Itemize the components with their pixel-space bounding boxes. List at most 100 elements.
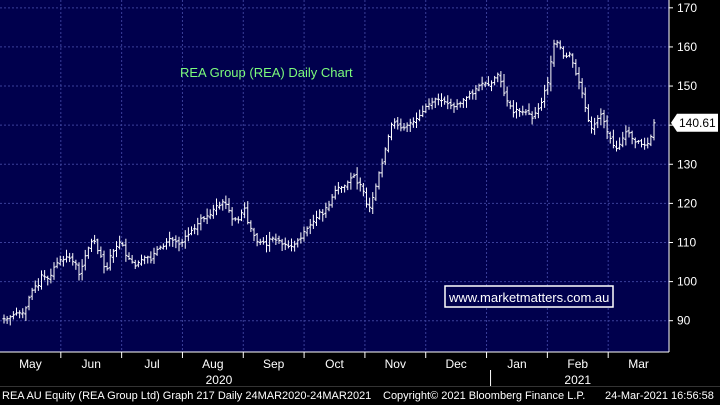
ohlc-bar (139, 254, 144, 266)
ohlc-bar (161, 243, 165, 250)
ohlc-bar (52, 262, 56, 280)
ohlc-bar (208, 209, 212, 220)
ohlc-bar (180, 238, 184, 248)
ohlc-bar (408, 118, 412, 132)
ohlc-bar (474, 85, 478, 100)
x-month-label: Aug (202, 357, 223, 371)
ohlc-bar (377, 171, 381, 190)
ohlc-bar (371, 192, 375, 215)
ohlc-bar (533, 107, 537, 120)
ohlc-bar (71, 253, 75, 266)
ohlc-bar (133, 259, 137, 269)
watermark-text: www.marketmatters.com.au (448, 290, 609, 305)
right-axis-background (669, 0, 720, 352)
ohlc-bar (336, 182, 340, 195)
ohlc-bar (461, 97, 465, 109)
ohlc-bar (302, 226, 306, 242)
ohlc-bar (496, 72, 500, 83)
ohlc-bar (33, 280, 37, 293)
ohlc-bar (264, 234, 269, 253)
ohlc-bar (77, 262, 81, 281)
ohlc-bar (39, 270, 44, 290)
ohlc-bar (527, 103, 531, 115)
ohlc-bar (296, 238, 300, 248)
y-tick-label: 170 (677, 1, 697, 15)
ohlc-bar (174, 235, 178, 249)
ohlc-bar (502, 74, 506, 97)
ohlc-bar (427, 98, 431, 110)
ohlc-bar (521, 105, 525, 116)
x-month-label: May (19, 357, 42, 371)
ohlc-bar (124, 238, 128, 262)
x-month-label: Jun (82, 357, 101, 371)
ohlc-bar (608, 131, 612, 144)
ohlc-bar (80, 259, 84, 281)
ohlc-bar (68, 252, 72, 263)
ohlc-bar (480, 76, 484, 91)
ohlc-bar (24, 306, 28, 321)
ohlc-bar (36, 278, 40, 291)
ohlc-bar (243, 202, 247, 219)
ohlc-bar (639, 138, 644, 148)
ohlc-bar (246, 201, 250, 225)
x-month-label: Jan (507, 357, 526, 371)
ohlc-bar (96, 238, 100, 255)
ohlc-bar (193, 224, 197, 235)
ohlc-bar (21, 308, 25, 319)
ohlc-bar (258, 238, 262, 246)
ohlc-bar (18, 310, 22, 319)
ohlc-bar (102, 250, 106, 274)
ohlc-bar (89, 238, 94, 253)
ohlc-bar (374, 183, 378, 201)
footer-bar: REA AU Equity (REA Group Ltd) Graph 217 … (0, 386, 720, 405)
ohlc-bar (449, 98, 453, 110)
y-tick-label: 160 (677, 40, 697, 54)
ohlc-bar (327, 200, 331, 212)
ohlc-bar (358, 177, 362, 192)
ohlc-bar (643, 137, 647, 150)
ohlc-bar (196, 217, 200, 236)
ohlc-bar (74, 259, 78, 270)
ohlc-bar (549, 55, 553, 92)
ohlc-bar (43, 270, 47, 281)
ohlc-bar (205, 208, 209, 225)
ohlc-bar (605, 115, 609, 140)
ohlc-bar (308, 218, 312, 235)
x-month-label: Mar (628, 357, 649, 371)
x-year-label: 2020 (206, 373, 233, 386)
ohlc-bar (118, 235, 122, 250)
ohlc-bar (236, 216, 240, 224)
ohlc-bar (630, 130, 634, 145)
ohlc-bar (305, 226, 309, 237)
y-tick-label: 90 (677, 314, 691, 328)
ohlc-bar (271, 236, 275, 242)
ohlc-bar (355, 167, 359, 190)
ohlc-bar (111, 248, 115, 263)
ohlc-bar (511, 100, 515, 118)
footer-security: REA AU Equity (REA Group Ltd) Graph 217 … (2, 390, 372, 402)
ohlc-bar (536, 103, 540, 119)
chart-title: REA Group (REA) Daily Chart (180, 65, 353, 80)
ohlc-bar (252, 227, 256, 242)
ohlc-bar (633, 137, 637, 149)
ohlc-bar (83, 249, 87, 271)
ohlc-bar (364, 187, 369, 208)
ohlc-bar (580, 78, 584, 99)
ohlc-bar (352, 173, 356, 178)
ohlc-bar (477, 83, 481, 92)
ohlc-bar (130, 254, 134, 264)
footer-timestamp: 24-Mar-2021 16:56:58 (605, 390, 714, 402)
ohlc-bar (58, 255, 62, 266)
ohlc-bar (14, 307, 19, 316)
ohlc-bar (574, 59, 578, 76)
ohlc-bar (652, 119, 656, 141)
ohlc-bar (636, 139, 640, 144)
ohlc-bar (571, 53, 575, 68)
ohlc-bar (318, 209, 322, 220)
ohlc-bar (321, 209, 325, 222)
ohlc-bar (624, 125, 628, 146)
ohlc-bars (2, 39, 656, 326)
y-tick-label: 120 (677, 196, 697, 210)
x-month-label: Dec (445, 357, 466, 371)
ohlc-bar (436, 93, 440, 106)
